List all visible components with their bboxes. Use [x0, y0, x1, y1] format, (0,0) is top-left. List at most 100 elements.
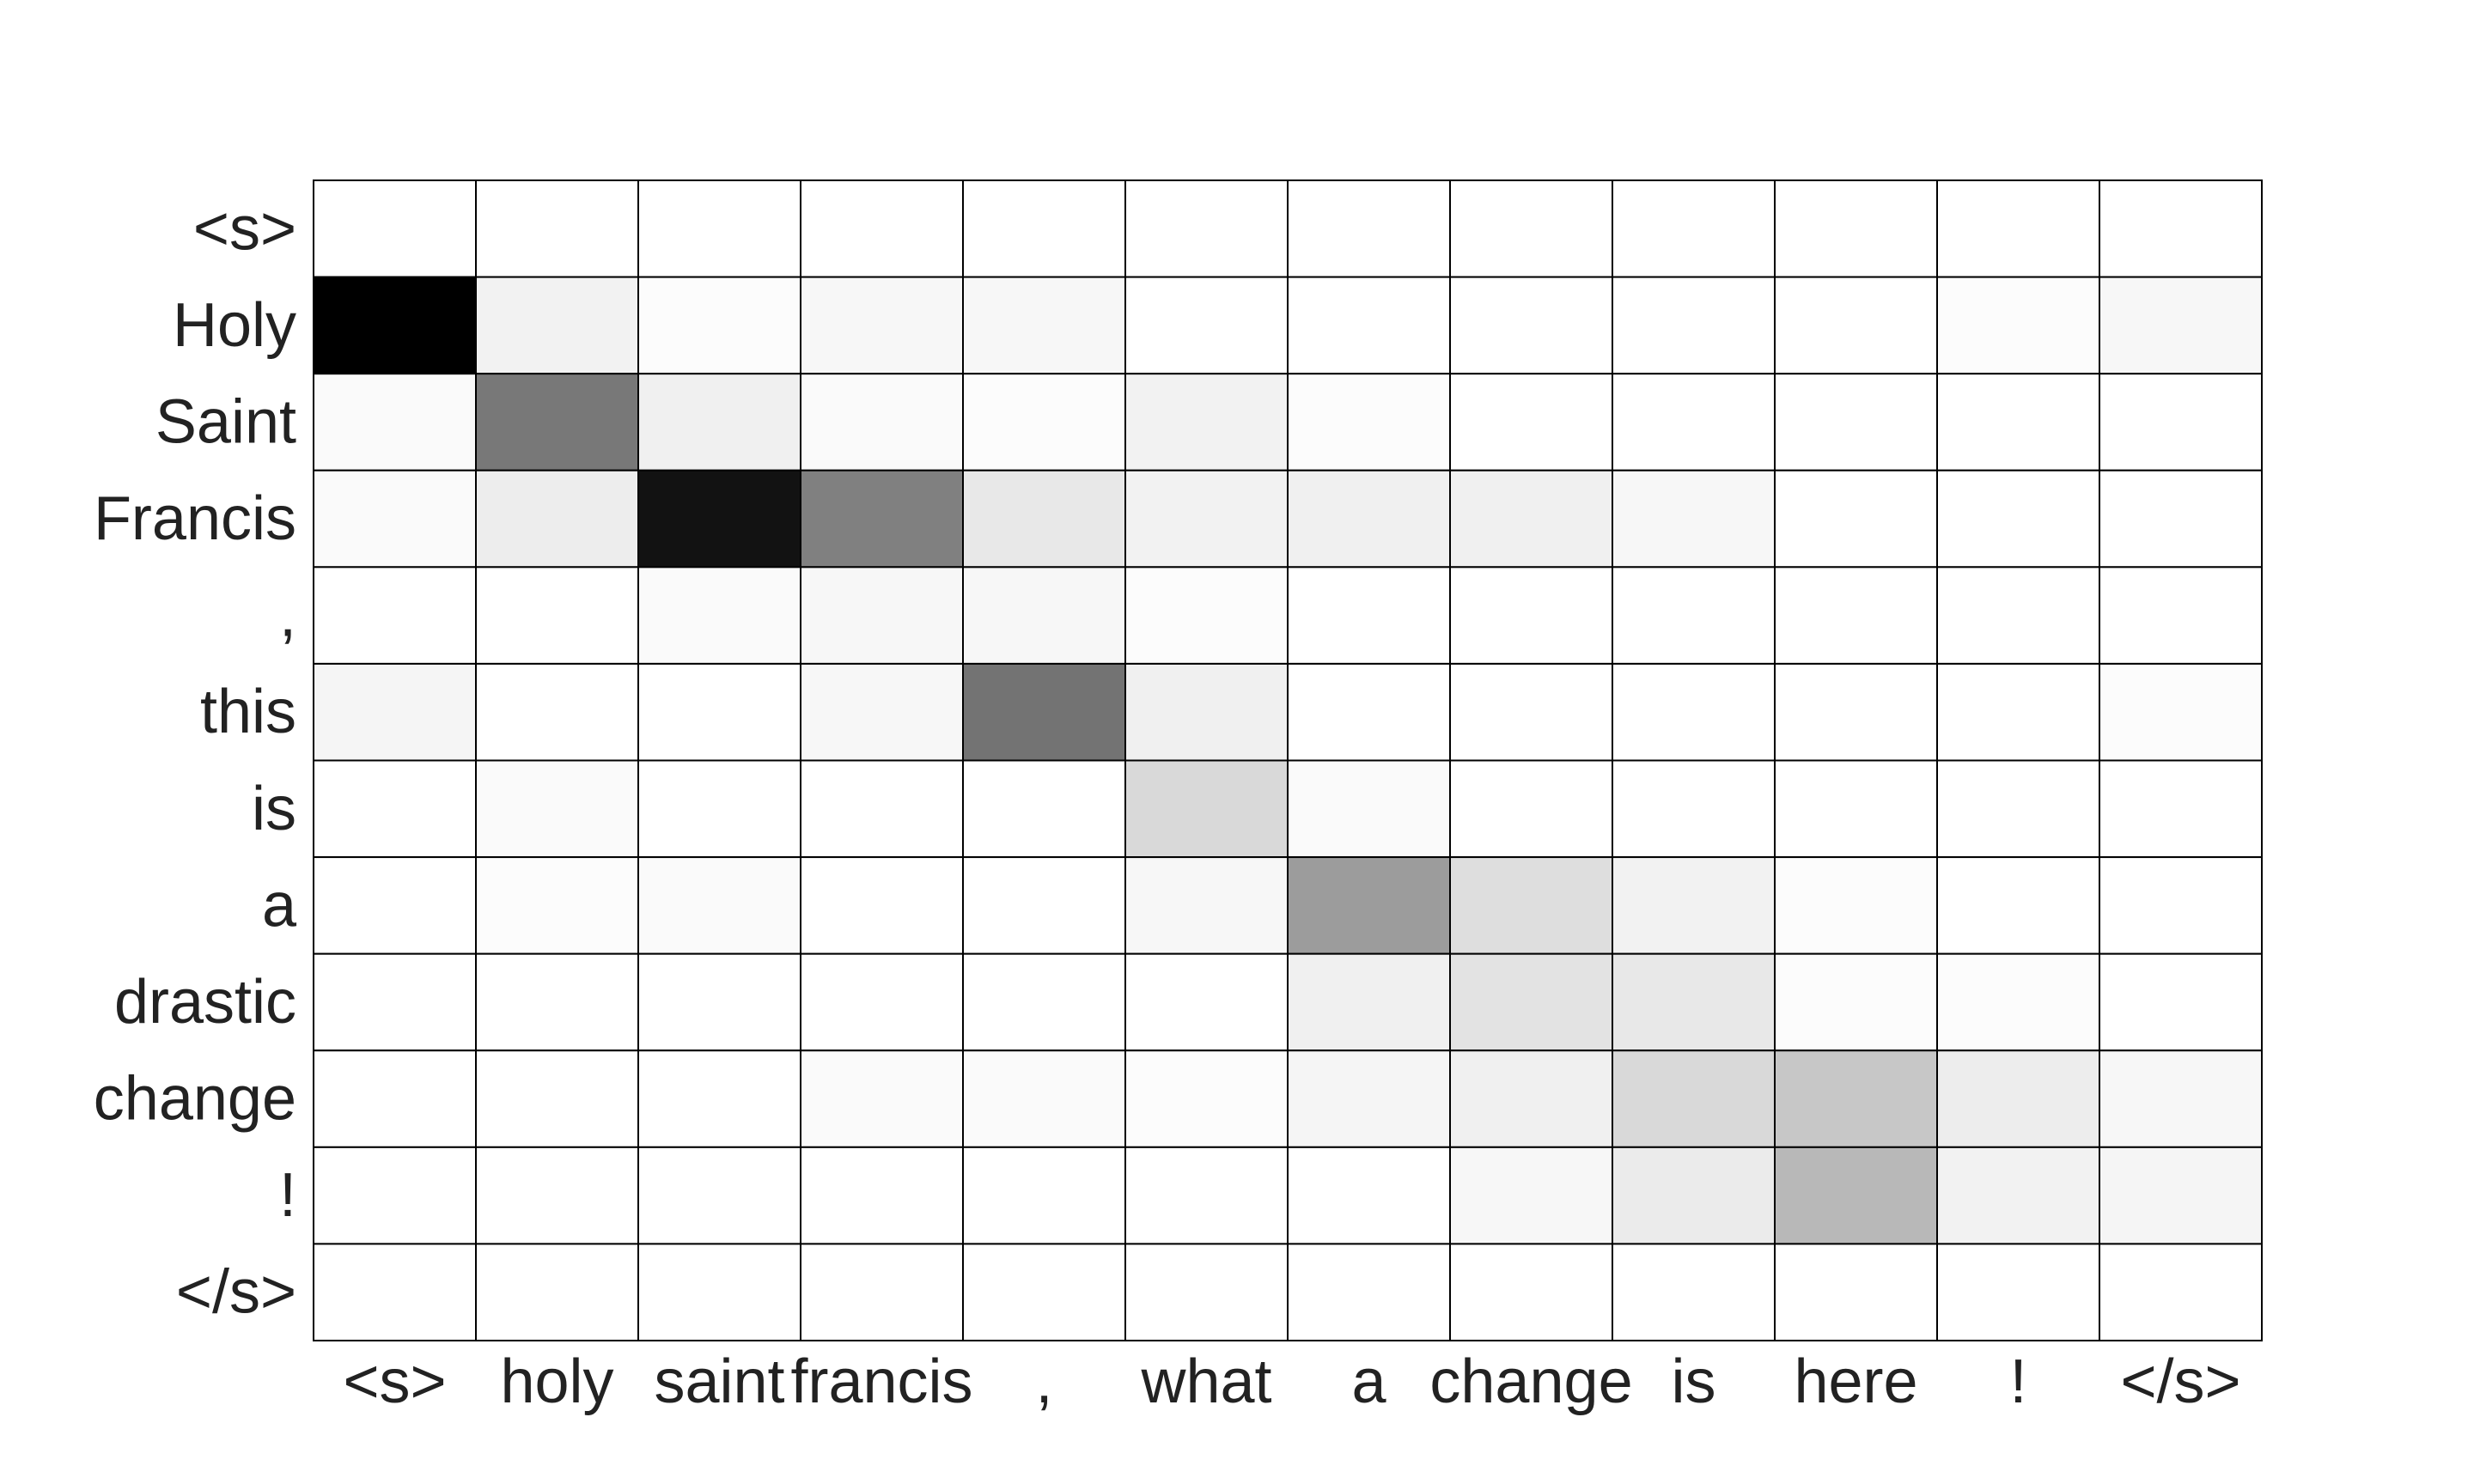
y-tick-label: is — [252, 775, 296, 843]
heatmap-cell-r0-c9 — [1774, 179, 1938, 278]
heatmap-cell-r2-c4 — [962, 373, 1126, 471]
heatmap-cell-r7-c8 — [1612, 856, 1776, 955]
heatmap-cell-r10-c1 — [475, 1146, 639, 1245]
heatmap-cell-r0-c7 — [1449, 179, 1613, 278]
heatmap-cell-r10-c4 — [962, 1146, 1126, 1245]
heatmap-cell-r8-c6 — [1287, 952, 1451, 1052]
heatmap-cell-r7-c7 — [1449, 856, 1613, 955]
heatmap-cell-r1-c6 — [1287, 276, 1451, 375]
heatmap-cell-r4-c8 — [1612, 566, 1776, 665]
x-tick-label: , — [1035, 1347, 1052, 1416]
heatmap-cell-r2-c10 — [1936, 373, 2100, 471]
heatmap-cell-r7-c2 — [637, 856, 801, 955]
heatmap-cell-r5-c5 — [1124, 662, 1289, 762]
heatmap-cell-r9-c10 — [1936, 1049, 2100, 1148]
heatmap-cell-r0-c2 — [637, 179, 801, 278]
heatmap-cell-r9-c11 — [2099, 1049, 2263, 1148]
heatmap-cell-r0-c0 — [313, 179, 477, 278]
heatmap-cell-r4-c6 — [1287, 566, 1451, 665]
heatmap-cell-r3-c1 — [475, 469, 639, 569]
heatmap-cell-r10-c9 — [1774, 1146, 1938, 1245]
heatmap-cell-r7-c5 — [1124, 856, 1289, 955]
y-tick-label: change — [94, 1065, 296, 1134]
x-tick-label: is — [1672, 1347, 1716, 1416]
heatmap-cell-r11-c7 — [1449, 1243, 1613, 1341]
heatmap-cell-r2-c2 — [637, 373, 801, 471]
heatmap-cell-r4-c5 — [1124, 566, 1289, 665]
heatmap-cell-r2-c1 — [475, 373, 639, 471]
heatmap-cell-r5-c3 — [800, 662, 964, 762]
x-tick-label: what — [1140, 1347, 1271, 1416]
heatmap-cell-r6-c3 — [800, 759, 964, 859]
heatmap-cell-r4-c9 — [1774, 566, 1938, 665]
heatmap-cell-r4-c2 — [637, 566, 801, 665]
heatmap-cell-r11-c5 — [1124, 1243, 1289, 1341]
heatmap-cell-r3-c9 — [1774, 469, 1938, 569]
heatmap-cell-r5-c2 — [637, 662, 801, 762]
heatmap-cell-r2-c7 — [1449, 373, 1613, 471]
heatmap-cell-r4-c10 — [1936, 566, 2100, 665]
heatmap-cell-r10-c7 — [1449, 1146, 1613, 1245]
heatmap-cell-r11-c4 — [962, 1243, 1126, 1341]
heatmap-cell-r8-c9 — [1774, 952, 1938, 1052]
heatmap-cell-r8-c11 — [2099, 952, 2263, 1052]
heatmap-cell-r6-c8 — [1612, 759, 1776, 859]
heatmap-cell-r6-c4 — [962, 759, 1126, 859]
heatmap-cell-r5-c8 — [1612, 662, 1776, 762]
heatmap-cell-r8-c7 — [1449, 952, 1613, 1052]
heatmap-cell-r6-c10 — [1936, 759, 2100, 859]
heatmap-cell-r9-c1 — [475, 1049, 639, 1148]
heatmap-cell-r10-c11 — [2099, 1146, 2263, 1245]
heatmap-cell-r8-c5 — [1124, 952, 1289, 1052]
heatmap-cell-r6-c9 — [1774, 759, 1938, 859]
heatmap-cell-r6-c7 — [1449, 759, 1613, 859]
heatmap-cell-r10-c2 — [637, 1146, 801, 1245]
heatmap-cell-r2-c9 — [1774, 373, 1938, 471]
heatmap-cell-r5-c0 — [313, 662, 477, 762]
heatmap-cell-r2-c3 — [800, 373, 964, 471]
y-tick-label: Saint — [155, 387, 296, 456]
heatmap-cell-r8-c4 — [962, 952, 1126, 1052]
heatmap-cells — [313, 179, 2263, 1341]
heatmap-cell-r8-c1 — [475, 952, 639, 1052]
heatmap-cell-r5-c1 — [475, 662, 639, 762]
heatmap-cell-r5-c10 — [1936, 662, 2100, 762]
heatmap-cell-r6-c0 — [313, 759, 477, 859]
heatmap-cell-r3-c11 — [2099, 469, 2263, 569]
heatmap-cell-r8-c10 — [1936, 952, 2100, 1052]
heatmap-cell-r2-c5 — [1124, 373, 1289, 471]
x-tick-label: francis — [790, 1347, 972, 1416]
heatmap-cell-r1-c4 — [962, 276, 1126, 375]
heatmap-cell-r7-c1 — [475, 856, 639, 955]
x-tick-label: holy — [500, 1347, 613, 1416]
heatmap-cell-r5-c11 — [2099, 662, 2263, 762]
heatmap-cell-r1-c5 — [1124, 276, 1289, 375]
heatmap-cell-r0-c1 — [475, 179, 639, 278]
heatmap-cell-r8-c0 — [313, 952, 477, 1052]
heatmap-cell-r6-c6 — [1287, 759, 1451, 859]
heatmap-cell-r11-c1 — [475, 1243, 639, 1341]
heatmap-cell-r0-c3 — [800, 179, 964, 278]
heatmap-cell-r1-c3 — [800, 276, 964, 375]
heatmap-cell-r5-c9 — [1774, 662, 1938, 762]
heatmap-cell-r11-c8 — [1612, 1243, 1776, 1341]
heatmap-cell-r7-c9 — [1774, 856, 1938, 955]
heatmap-cell-r6-c11 — [2099, 759, 2263, 859]
heatmap-cell-r4-c7 — [1449, 566, 1613, 665]
x-tick-label: here — [1794, 1347, 1917, 1416]
heatmap-cell-r7-c0 — [313, 856, 477, 955]
y-tick-label: ! — [279, 1161, 296, 1230]
heatmap-cell-r7-c4 — [962, 856, 1126, 955]
heatmap-cell-r9-c4 — [962, 1049, 1126, 1148]
x-axis-tick-labels: <s> holy saint francis, what a change is here! </… — [343, 1347, 2240, 1416]
x-tick-label: a — [1351, 1347, 1386, 1416]
heatmap-cell-r5-c4 — [962, 662, 1126, 762]
x-tick-label: <s> — [343, 1347, 446, 1416]
y-tick-label: this — [200, 678, 296, 746]
heatmap-cell-r10-c8 — [1612, 1146, 1776, 1245]
y-tick-label: , — [279, 581, 296, 650]
heatmap-cell-r3-c7 — [1449, 469, 1613, 569]
heatmap-cell-r0-c10 — [1936, 179, 2100, 278]
heatmap-cell-r11-c9 — [1774, 1243, 1938, 1341]
